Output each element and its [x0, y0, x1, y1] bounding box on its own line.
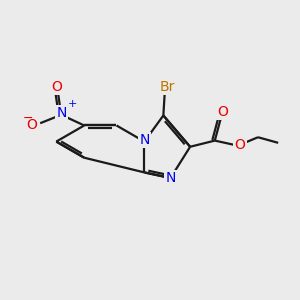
Text: O: O: [235, 138, 245, 152]
Text: N: N: [57, 106, 67, 120]
Text: +: +: [68, 99, 77, 109]
Text: N: N: [139, 133, 150, 147]
Text: O: O: [51, 80, 62, 94]
Text: N: N: [165, 171, 176, 185]
Text: Br: Br: [159, 80, 175, 94]
Text: O: O: [217, 105, 228, 119]
Text: O: O: [26, 118, 37, 132]
Text: −: −: [23, 112, 33, 125]
